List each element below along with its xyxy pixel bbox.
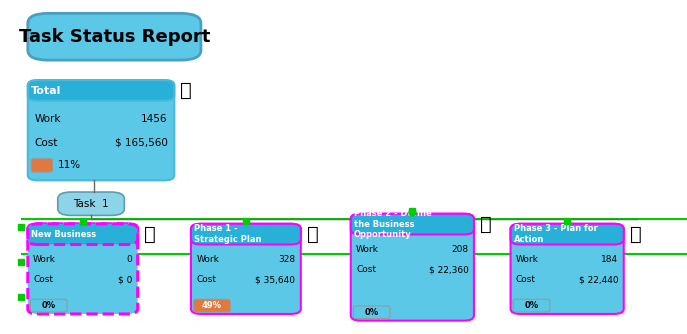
FancyBboxPatch shape: [191, 224, 301, 314]
Text: Cost: Cost: [33, 275, 53, 284]
Text: 49%: 49%: [202, 301, 222, 310]
Text: 184: 184: [601, 255, 618, 264]
Text: Work: Work: [34, 114, 61, 124]
FancyBboxPatch shape: [27, 224, 137, 244]
Text: $ 35,640: $ 35,640: [256, 275, 295, 284]
Text: Work: Work: [516, 255, 539, 264]
Text: $ 165,560: $ 165,560: [115, 138, 168, 148]
FancyBboxPatch shape: [510, 224, 624, 244]
FancyBboxPatch shape: [353, 306, 390, 319]
FancyBboxPatch shape: [27, 80, 174, 180]
Text: Cost: Cost: [196, 275, 216, 284]
Text: $ 22,360: $ 22,360: [429, 265, 469, 274]
FancyBboxPatch shape: [513, 299, 550, 312]
FancyBboxPatch shape: [194, 299, 230, 312]
FancyBboxPatch shape: [30, 299, 67, 312]
FancyBboxPatch shape: [31, 159, 52, 172]
Text: 0%: 0%: [365, 308, 379, 317]
Text: Total: Total: [31, 86, 62, 96]
Text: 🙁: 🙁: [307, 225, 319, 243]
Text: 🙁: 🙁: [480, 215, 492, 233]
Text: Work: Work: [356, 245, 379, 254]
Text: 🙁: 🙁: [144, 225, 155, 243]
Text: Phase 3 - Plan for
Action: Phase 3 - Plan for Action: [514, 224, 598, 244]
Text: 0: 0: [126, 255, 133, 264]
Text: 0%: 0%: [42, 301, 56, 310]
Text: 208: 208: [451, 245, 469, 254]
FancyBboxPatch shape: [351, 214, 474, 321]
Text: 328: 328: [278, 255, 295, 264]
Text: Task Status Report: Task Status Report: [19, 28, 210, 46]
Text: Phase 1 -
Strategic Plan: Phase 1 - Strategic Plan: [194, 224, 262, 244]
Text: $ 22,440: $ 22,440: [578, 275, 618, 284]
Text: Cost: Cost: [356, 265, 376, 274]
FancyBboxPatch shape: [351, 214, 474, 234]
Text: 🙁: 🙁: [630, 225, 642, 243]
Text: Work: Work: [196, 255, 219, 264]
Text: Work: Work: [33, 255, 56, 264]
Text: $ 0: $ 0: [118, 275, 133, 284]
Text: 🙁: 🙁: [181, 81, 192, 100]
Text: 0%: 0%: [524, 301, 539, 310]
Text: Cost: Cost: [34, 138, 58, 148]
FancyBboxPatch shape: [27, 224, 137, 314]
Text: Task  1: Task 1: [74, 199, 109, 209]
Text: Cost: Cost: [516, 275, 536, 284]
FancyBboxPatch shape: [27, 80, 174, 101]
Text: Phase 2 - Define
the Business
Opportunity: Phase 2 - Define the Business Opportunit…: [354, 209, 432, 239]
FancyBboxPatch shape: [27, 13, 201, 60]
FancyBboxPatch shape: [58, 192, 124, 215]
Text: New Business: New Business: [31, 230, 96, 238]
FancyBboxPatch shape: [510, 224, 624, 314]
Text: 1456: 1456: [141, 114, 168, 124]
Text: 11%: 11%: [58, 160, 81, 170]
FancyBboxPatch shape: [191, 224, 301, 244]
